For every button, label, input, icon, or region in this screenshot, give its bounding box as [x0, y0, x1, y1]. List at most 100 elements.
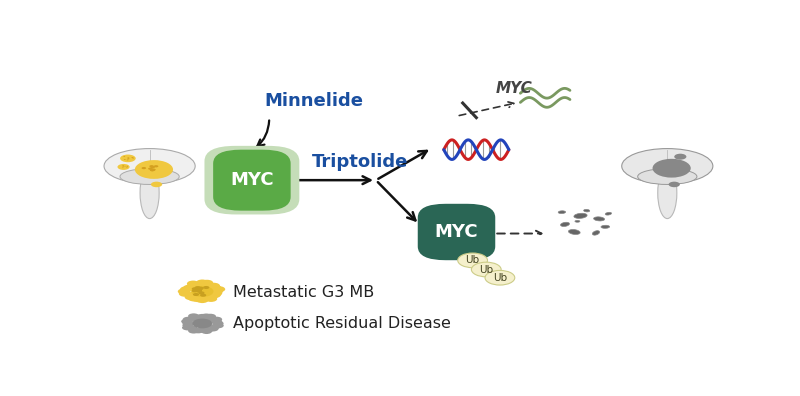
Circle shape [209, 324, 220, 329]
Circle shape [485, 270, 514, 285]
Circle shape [120, 154, 136, 162]
Circle shape [205, 314, 216, 319]
Text: Ub: Ub [466, 255, 480, 265]
Circle shape [194, 315, 205, 320]
Circle shape [191, 286, 214, 297]
Circle shape [182, 325, 193, 330]
Circle shape [188, 313, 199, 319]
Circle shape [196, 289, 202, 292]
Ellipse shape [592, 230, 600, 235]
Circle shape [192, 289, 198, 292]
Circle shape [674, 154, 686, 160]
Circle shape [154, 165, 158, 168]
Text: Ub: Ub [493, 273, 507, 283]
Circle shape [126, 167, 128, 168]
Circle shape [148, 168, 153, 170]
Circle shape [126, 166, 128, 167]
Circle shape [200, 294, 206, 297]
Text: Ub: Ub [479, 265, 494, 274]
Circle shape [188, 328, 199, 333]
Circle shape [178, 288, 190, 295]
FancyBboxPatch shape [418, 204, 495, 260]
Circle shape [196, 297, 209, 303]
Circle shape [150, 166, 155, 168]
Text: MYC: MYC [434, 223, 478, 241]
Circle shape [188, 295, 200, 301]
Circle shape [150, 169, 155, 171]
Circle shape [210, 288, 223, 295]
Circle shape [197, 287, 203, 290]
Circle shape [201, 280, 214, 286]
Text: Apoptotic Residual Disease: Apoptotic Residual Disease [234, 316, 451, 331]
Circle shape [203, 286, 210, 289]
Circle shape [185, 294, 197, 300]
Circle shape [184, 292, 197, 298]
Circle shape [193, 328, 204, 333]
Circle shape [150, 165, 154, 168]
Circle shape [150, 169, 154, 171]
Circle shape [192, 296, 204, 302]
FancyBboxPatch shape [213, 150, 290, 211]
Circle shape [182, 321, 194, 326]
Circle shape [669, 182, 680, 187]
Circle shape [124, 159, 126, 160]
Circle shape [194, 286, 201, 289]
Circle shape [142, 167, 146, 169]
Circle shape [151, 169, 156, 171]
Ellipse shape [601, 225, 610, 228]
Circle shape [135, 160, 173, 179]
Text: Metastatic G3 MB: Metastatic G3 MB [234, 286, 374, 301]
Ellipse shape [569, 230, 580, 234]
Circle shape [206, 293, 218, 299]
Circle shape [200, 295, 212, 301]
Circle shape [183, 285, 195, 291]
Circle shape [209, 285, 222, 291]
Text: Triptolide: Triptolide [312, 153, 409, 171]
Circle shape [193, 293, 199, 296]
Circle shape [186, 326, 198, 331]
Circle shape [180, 286, 193, 292]
Circle shape [213, 323, 224, 328]
Ellipse shape [584, 209, 590, 212]
Ellipse shape [594, 217, 605, 221]
Circle shape [193, 282, 205, 288]
Circle shape [181, 319, 192, 324]
Ellipse shape [140, 168, 159, 219]
Circle shape [210, 290, 222, 296]
Text: MYC: MYC [230, 171, 274, 189]
Circle shape [123, 156, 125, 157]
Circle shape [179, 291, 191, 297]
Ellipse shape [575, 221, 580, 222]
Text: MYC: MYC [495, 81, 533, 96]
Circle shape [209, 292, 221, 298]
Circle shape [186, 284, 198, 289]
Circle shape [124, 166, 126, 167]
Circle shape [182, 323, 194, 328]
Circle shape [208, 283, 220, 289]
Circle shape [198, 291, 205, 294]
Circle shape [206, 316, 217, 322]
Circle shape [182, 317, 194, 322]
Circle shape [203, 326, 214, 332]
Circle shape [211, 319, 222, 324]
Circle shape [187, 281, 199, 287]
Circle shape [211, 317, 222, 322]
Ellipse shape [622, 148, 713, 184]
Ellipse shape [638, 169, 697, 185]
Circle shape [197, 314, 208, 320]
Circle shape [197, 327, 208, 333]
Circle shape [213, 286, 226, 292]
Circle shape [131, 157, 134, 158]
Circle shape [196, 280, 209, 286]
Circle shape [192, 319, 212, 328]
Circle shape [471, 262, 501, 277]
Circle shape [458, 253, 487, 268]
Circle shape [192, 287, 198, 290]
Circle shape [213, 321, 224, 326]
Ellipse shape [104, 148, 195, 184]
FancyBboxPatch shape [205, 146, 299, 215]
Ellipse shape [574, 213, 587, 219]
Circle shape [151, 182, 162, 187]
Ellipse shape [658, 168, 677, 219]
Circle shape [196, 289, 202, 293]
